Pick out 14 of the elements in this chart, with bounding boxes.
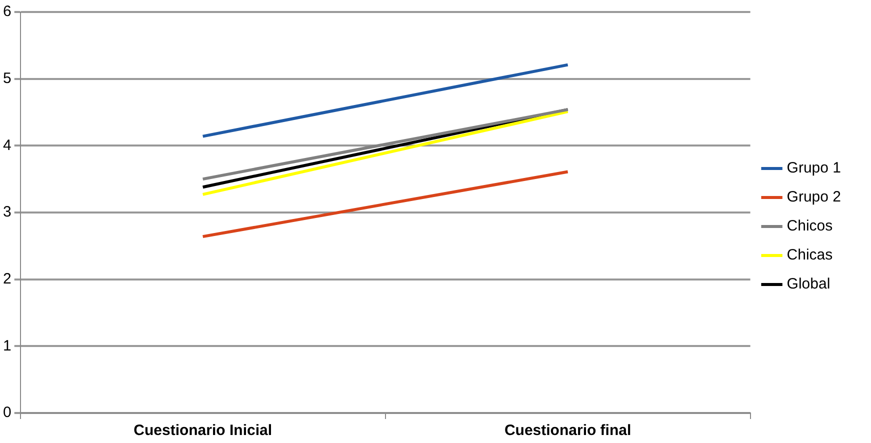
- legend-label: Grupo 1: [786, 160, 842, 177]
- x-tick-label: Cuestionario final: [504, 422, 632, 440]
- y-tick-label: 0: [3, 404, 12, 422]
- y-tick-label: 1: [3, 337, 12, 354]
- x-tick-label: Cuestionario Inicial: [134, 422, 272, 440]
- legend-label: Global: [786, 276, 830, 293]
- y-tick-label: 2: [3, 270, 12, 288]
- y-tick-label: 3: [3, 204, 12, 221]
- y-tick-label: 5: [3, 70, 12, 87]
- legend-label: Grupo 2: [786, 188, 842, 206]
- legend-label: Chicas: [786, 246, 833, 264]
- y-tick-label: 4: [3, 136, 12, 154]
- y-tick-label: 6: [3, 3, 12, 20]
- legend-label: Chicos: [786, 218, 833, 235]
